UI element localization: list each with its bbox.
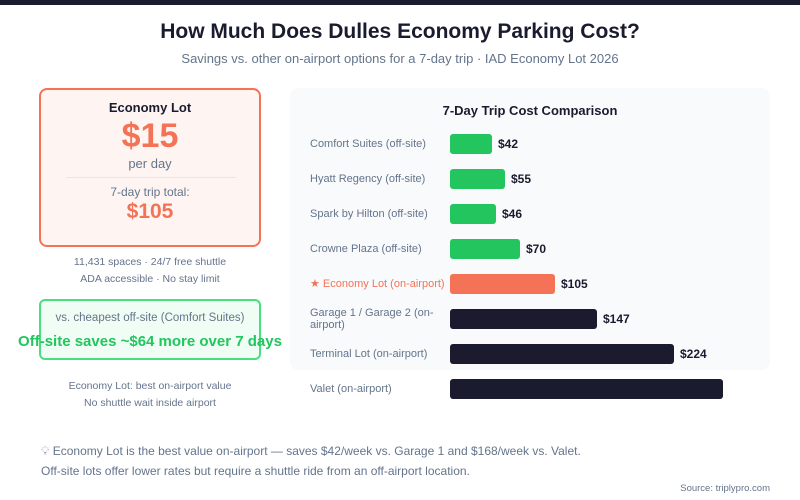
left-notes: Economy Lot: best on-airport value No sh… [20, 378, 280, 412]
category-label: Hyatt Regency (off-site) [310, 173, 426, 185]
category-label: Garage 1 / Garage 2 (on-airport) [310, 307, 434, 331]
category-label: Valet (on-airport) [310, 383, 392, 395]
value-label: $224 [680, 347, 707, 361]
source: Source: triplypro.com [680, 483, 770, 494]
category-label: Comfort Suites (off-site) [310, 138, 426, 150]
note-line: No shuttle wait inside airport [84, 397, 216, 409]
footer-line-1: Economy Lot is the best value on-airport… [52, 444, 581, 458]
facts: 11,431 spaces · 24/7 free shuttle ADA ac… [20, 254, 280, 288]
category-label: Terminal Lot (on-airport) [310, 348, 428, 360]
bar [450, 274, 555, 294]
daily-price: $15 [121, 117, 179, 155]
bar [450, 344, 674, 364]
trip-total-label: 7-day trip total: [110, 185, 190, 199]
divider [66, 177, 236, 178]
note-line: Economy Lot: best on-airport value [68, 380, 232, 392]
bar [450, 309, 597, 329]
footer-note-1: 💡︎ Economy Lot is the best value on-airp… [41, 444, 581, 459]
bar [450, 204, 496, 224]
page-subtitle: Savings vs. other on-airport options for… [181, 51, 619, 66]
bar [450, 239, 520, 259]
category-label: Spark by Hilton (off-site) [310, 208, 428, 220]
comparison-label: vs. cheapest off-site (Comfort Suites) [55, 312, 245, 324]
economy-lot-card: Economy Lot $15 per day 7-day trip total… [39, 88, 261, 247]
fact-line: ADA accessible · No stay limit [80, 273, 220, 285]
category-label: ★ Economy Lot (on-airport) [310, 278, 445, 290]
card-label: Economy Lot [108, 100, 192, 115]
footer-line-2: Off-site lots offer lower rates but requ… [41, 464, 470, 478]
chart-title: 7-Day Trip Cost Comparison [442, 103, 618, 118]
value-label: $147 [603, 312, 630, 326]
savings-text: Off-site saves ~$64 more over 7 days [18, 333, 282, 350]
fact-line: 11,431 spaces · 24/7 free shuttle [73, 256, 227, 268]
value-label: $46 [502, 207, 523, 221]
per-day-label: per day [128, 156, 172, 171]
page-title: How Much Does Dulles Economy Parking Cos… [160, 20, 640, 43]
lightbulb-icon: 💡︎ [41, 444, 50, 458]
value-label: $42 [498, 137, 519, 151]
category-label: Crowne Plaza (off-site) [310, 243, 422, 255]
top-bar [0, 0, 800, 5]
value-label: $70 [526, 242, 547, 256]
value-label: $105 [561, 277, 588, 291]
bar [450, 134, 492, 154]
comparison-card: vs. cheapest off-site (Comfort Suites) [39, 299, 261, 360]
bar [450, 169, 505, 189]
trip-total-value: $105 [126, 200, 174, 223]
value-label: $55 [511, 172, 532, 186]
bar [450, 379, 723, 399]
